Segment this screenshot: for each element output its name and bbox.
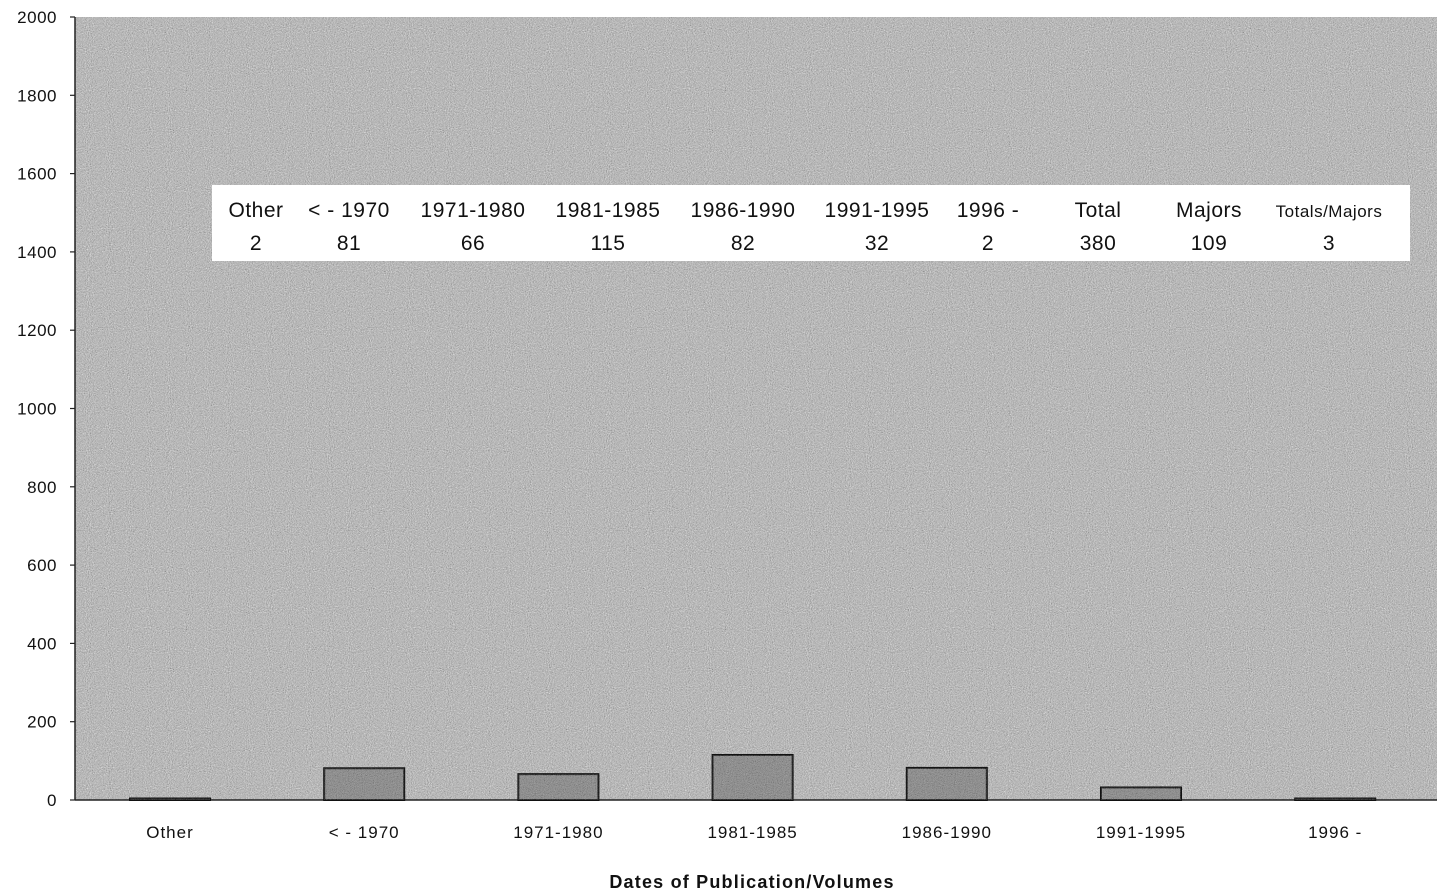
table-header-cell: 1986-1990 (691, 199, 796, 222)
x-tick-label: 1986-1990 (902, 823, 992, 842)
data-table: Other 2 < - 1970 81 1971-1980 66 1981-1985 115 1… (212, 185, 1410, 261)
y-tick-label: 400 (27, 634, 57, 653)
table-value-cell: 109 (1191, 232, 1228, 255)
table-value-cell: 2 (250, 232, 262, 255)
x-tick-label: 1996 - (1308, 823, 1362, 842)
table-value-cell: 3 (1323, 232, 1335, 255)
table-value-cell: 2 (982, 232, 994, 255)
table-header-cell: < - 1970 (308, 199, 390, 222)
y-tick-label: 200 (27, 713, 57, 732)
y-tick-label: 2000 (17, 8, 57, 27)
x-axis-label: Dates of Publication/Volumes (609, 872, 894, 891)
y-tick-label: 0 (47, 791, 57, 810)
table-header-cell: 1981-1985 (556, 199, 661, 222)
table-header-cell: Total (1075, 199, 1122, 222)
bar-texture (1295, 798, 1376, 800)
y-axis-ticks: 0 200 400 600 800 1000 1200 1400 1600 1800 2000 (17, 8, 75, 810)
table-header-cell: Majors (1176, 199, 1242, 222)
plot-background-grain (75, 17, 1437, 800)
bar-texture (518, 774, 599, 800)
bars (129, 753, 1377, 802)
x-tick-label: 1971-1980 (513, 823, 603, 842)
y-tick-label: 1200 (17, 321, 57, 340)
y-tick-label: 1800 (17, 86, 57, 105)
table-value-cell: 81 (337, 232, 361, 255)
table-header-cell: 1991-1995 (825, 199, 930, 222)
x-tick-label: 1981-1985 (707, 823, 797, 842)
bar-texture (712, 754, 793, 800)
table-header-cell: Other (228, 199, 283, 222)
bar-texture (130, 798, 210, 800)
x-tick-label: Other (146, 823, 194, 842)
plot-area (75, 17, 1437, 800)
y-tick-label: 1600 (17, 165, 57, 184)
bar-texture (1101, 787, 1181, 800)
data-table-cells: Other 2 < - 1970 81 1971-1980 66 1981-1985 115 1… (228, 199, 1383, 255)
data-table-background (212, 185, 1410, 261)
y-tick-label: 800 (27, 478, 57, 497)
x-tick-label: 1991-1995 (1096, 823, 1186, 842)
table-header-cell: Totals/Majors (1276, 202, 1383, 221)
x-axis-ticks: Other < - 1970 1971-1980 1981-1985 1986-1990… (146, 823, 1362, 842)
y-tick-label: 1400 (17, 243, 57, 262)
bar-texture (906, 767, 987, 800)
table-value-cell: 115 (591, 232, 626, 255)
table-value-cell: 66 (461, 232, 485, 255)
x-tick-label: < - 1970 (329, 823, 400, 842)
y-tick-label: 1000 (17, 400, 57, 419)
table-value-cell: 380 (1080, 232, 1117, 255)
table-header-cell: 1996 - (957, 199, 1020, 222)
table-header-cell: 1971-1980 (421, 199, 526, 222)
table-value-cell: 32 (865, 232, 889, 255)
y-tick-label: 600 (27, 556, 57, 575)
table-value-cell: 82 (731, 232, 755, 255)
bar-texture (324, 768, 405, 800)
